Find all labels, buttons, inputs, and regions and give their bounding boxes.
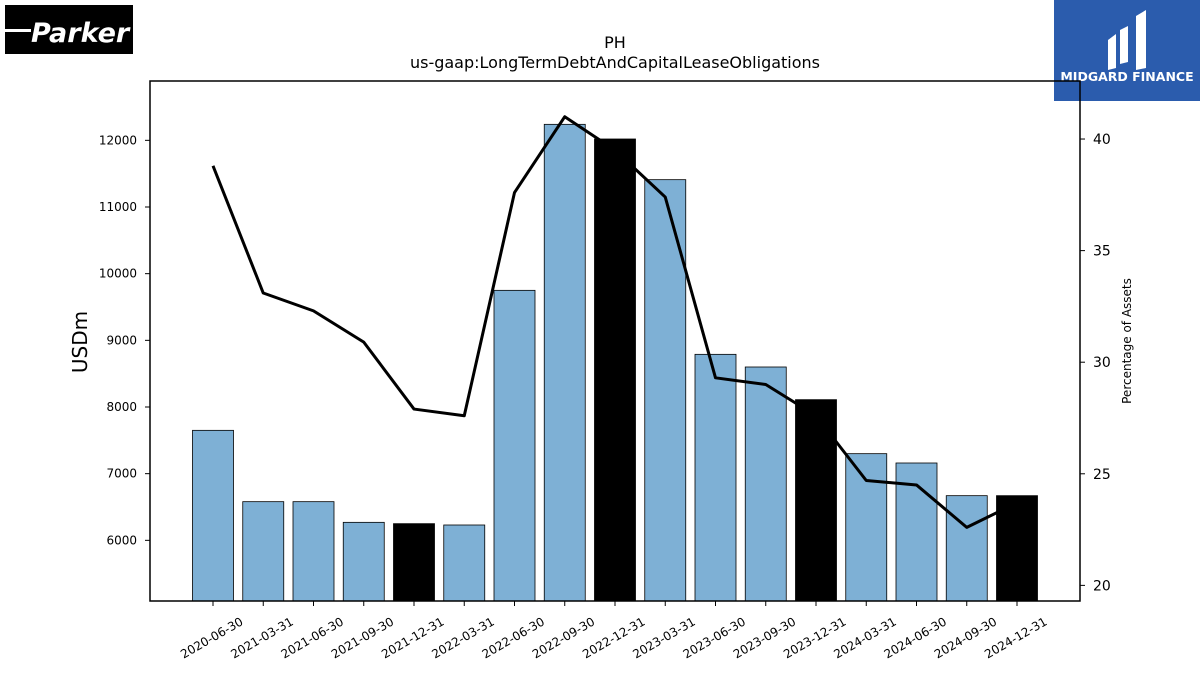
bars-group: [192, 123, 1038, 602]
parker-logo: Parker: [5, 5, 133, 54]
midgard-mark-mid: [1120, 26, 1128, 64]
bar-2023-12-31: [795, 399, 837, 602]
y-tick-label: 11000: [99, 200, 137, 214]
bar-2022-06-30: [493, 289, 536, 602]
left-axis-ticks: 6000 7000 8000 9000 10000 11000 12000: [99, 133, 150, 547]
y2-tick-label: 30: [1093, 355, 1111, 371]
midgard-logo-text: MIDGARD FINANCE: [1060, 69, 1193, 84]
percentage-line: [211, 115, 1018, 529]
bar-2022-12-31: [594, 138, 636, 602]
bar-2023-09-30: [744, 366, 787, 602]
parker-logo-text: Parker: [31, 18, 131, 49]
y2-tick-label: 35: [1093, 244, 1111, 260]
y-axis-label: USDm: [68, 311, 92, 373]
midgard-mark-right: [1136, 10, 1146, 70]
bar-2022-09-30: [543, 123, 586, 602]
chart-title: PH: [604, 33, 626, 52]
line-group: [211, 115, 1018, 529]
bar-2023-06-30: [694, 353, 737, 602]
bar-2021-03-31: [242, 501, 285, 602]
y2-axis-label: Percentage of Assets: [1120, 278, 1134, 404]
bar-2021-09-30: [342, 521, 385, 602]
y-tick-label: 7000: [106, 467, 137, 481]
y-tick-label: 12000: [99, 133, 137, 147]
y2-tick-label: 20: [1093, 578, 1111, 594]
bar-2021-12-31: [393, 523, 435, 602]
y-tick-label: 9000: [106, 333, 137, 347]
y-tick-label: 6000: [106, 533, 137, 547]
y-tick-label: 8000: [106, 400, 137, 414]
x-axis-ticks: 2020-06-302021-03-312021-06-302021-09-30…: [178, 601, 1050, 661]
bar-2023-03-31: [644, 179, 687, 602]
right-axis-ticks: 20 25 30 35 40: [1080, 132, 1111, 594]
midgard-mark-left: [1108, 34, 1116, 70]
y2-tick-label: 40: [1093, 132, 1111, 148]
chart-subtitle: us-gaap:LongTermDebtAndCapitalLeaseOblig…: [410, 53, 820, 72]
y2-tick-label: 25: [1093, 467, 1111, 483]
bar-2021-06-30: [292, 501, 335, 602]
bar-2022-03-31: [443, 524, 486, 602]
midgard-finance-logo: MIDGARD FINANCE: [1054, 0, 1200, 101]
y-tick-label: 10000: [99, 267, 137, 281]
bar-2024-09-30: [945, 495, 988, 602]
bar-2024-03-31: [845, 453, 888, 602]
bar-2020-06-30: [192, 429, 234, 602]
